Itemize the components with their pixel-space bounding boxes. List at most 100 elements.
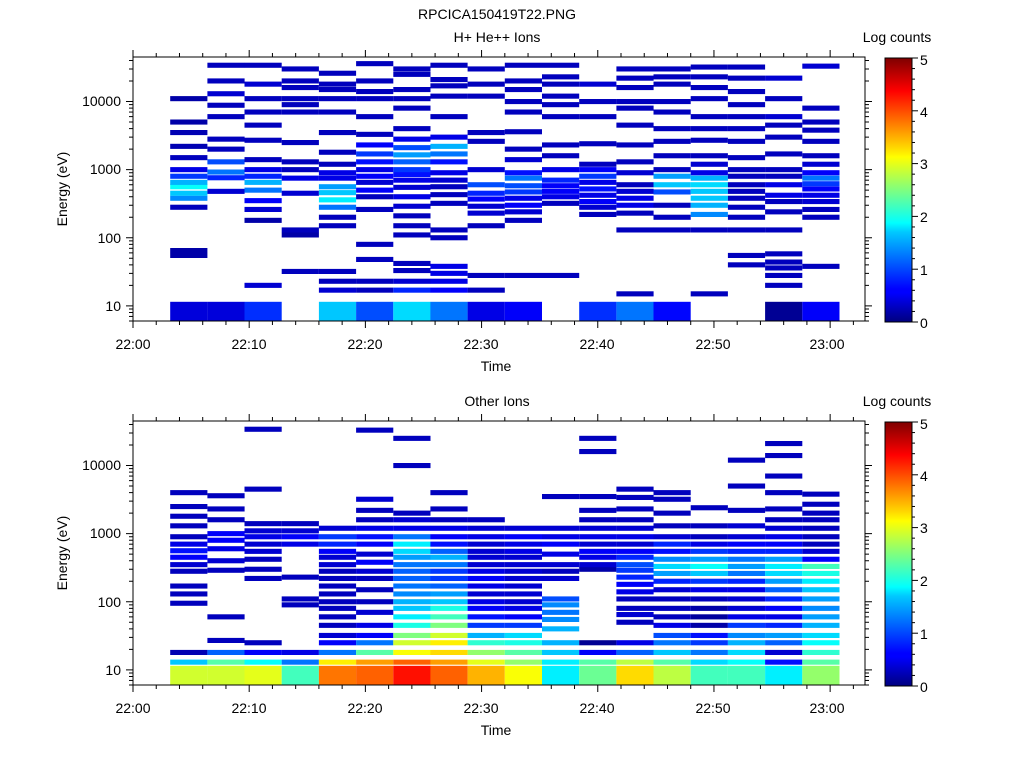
heatmap-cell — [765, 587, 803, 593]
heatmap-cell — [393, 665, 431, 685]
heatmap-cells — [170, 61, 840, 321]
heatmap-cell — [170, 541, 208, 547]
heatmap-cell — [802, 138, 840, 144]
heatmap-cell — [393, 268, 431, 274]
heatmap-cell — [430, 622, 468, 628]
heatmap-cell — [393, 517, 431, 523]
heatmap-cell — [467, 659, 505, 665]
heatmap-cell — [504, 109, 542, 115]
heatmap-cell — [170, 248, 208, 254]
heatmap-cell — [467, 568, 505, 574]
heatmap-cell — [653, 510, 691, 516]
heatmap-cell — [170, 252, 208, 258]
heatmap-cell — [542, 602, 580, 608]
colorbar-tick-label: 0 — [920, 679, 928, 695]
heatmap-cell — [430, 134, 468, 140]
heatmap-cell — [802, 649, 840, 655]
heatmap-cell — [244, 198, 282, 204]
heatmap-cell — [616, 605, 654, 611]
x-tick-label: 22:30 — [463, 700, 498, 716]
heatmap-cell — [356, 61, 394, 67]
heatmap-cell — [802, 181, 840, 187]
heatmap-cell — [467, 548, 505, 554]
y-tick-labels: 10 100 1000 10000 — [82, 457, 121, 678]
heatmap-cell — [393, 605, 431, 611]
heatmap-cell — [467, 591, 505, 597]
x-tick-label: 22:30 — [463, 336, 498, 352]
heatmap-cell — [207, 567, 245, 573]
heatmap-cell — [653, 66, 691, 72]
heatmap-cell — [579, 161, 617, 167]
heatmap-cell — [356, 173, 394, 179]
heatmap-cell — [318, 130, 357, 136]
heatmap-cell — [430, 287, 468, 293]
heatmap-cell — [430, 301, 468, 321]
heatmap-cell — [542, 575, 580, 581]
heatmap-cell — [690, 534, 728, 540]
heatmap-cell — [727, 195, 766, 201]
x-axis-label: Time — [481, 358, 512, 374]
heatmap-cell — [653, 301, 691, 321]
heatmap-cell — [616, 541, 654, 547]
y-tick-label: 100 — [98, 594, 122, 610]
heatmap-cell — [727, 649, 766, 655]
heatmap-cell — [504, 170, 542, 176]
heatmap-cell — [356, 649, 394, 655]
heatmap-cell — [430, 583, 468, 589]
heatmap-cell — [318, 640, 357, 646]
heatmap-cell — [467, 534, 505, 540]
colorbar-tick-label: 2 — [920, 573, 928, 589]
heatmap-cell — [467, 138, 505, 144]
heatmap-cell — [393, 126, 431, 132]
heatmap-cell — [579, 640, 617, 646]
heatmap-cell — [467, 554, 505, 560]
heatmap-cell — [244, 665, 282, 685]
heatmap-cell — [467, 575, 505, 581]
heatmap-cell — [393, 203, 431, 209]
heatmap-cell — [727, 262, 766, 268]
heatmap-cell — [207, 136, 245, 142]
heatmap-cell — [356, 632, 394, 638]
heatmap-cell — [579, 199, 617, 205]
heatmap-cell — [802, 587, 840, 593]
y-tick-label: 10 — [105, 298, 121, 314]
heatmap-cell — [318, 575, 357, 581]
heatmap-cell — [170, 204, 208, 210]
heatmap-cell — [653, 605, 691, 611]
heatmap-cell — [616, 188, 654, 194]
heatmap-cell — [802, 640, 840, 646]
heatmap-cell — [393, 87, 431, 93]
heatmap-cell — [318, 161, 357, 167]
heatmap-cell — [244, 167, 282, 173]
heatmap-cell — [207, 506, 245, 512]
heatmap-cell — [318, 109, 357, 115]
heatmap-cell — [504, 272, 542, 278]
heatmap-cell — [393, 591, 431, 597]
heatmap-cell — [616, 659, 654, 665]
colorbar-tick-label: 3 — [920, 156, 928, 172]
heatmap-cell — [318, 665, 357, 685]
heatmap-cell — [727, 534, 766, 540]
heatmap-cell — [579, 562, 617, 568]
heatmap-cell — [542, 114, 580, 120]
heatmap-cell — [765, 649, 803, 655]
heatmap-cell — [690, 126, 728, 132]
heatmap-cell — [430, 177, 468, 183]
heatmap-cell — [430, 525, 468, 531]
heatmap-cell — [765, 251, 803, 257]
heatmap-cell — [467, 223, 505, 229]
heatmap-cell — [318, 599, 357, 605]
heatmap-cell — [765, 75, 803, 81]
heatmap-cell — [244, 556, 282, 562]
heatmap-cell — [393, 568, 431, 574]
heatmap-cell — [467, 665, 505, 685]
heatmap-cell — [653, 99, 691, 105]
heatmap-cell — [690, 170, 728, 176]
heatmap-cell — [616, 195, 654, 201]
heatmap-cell — [727, 126, 766, 132]
panel-other-ions: Other Ions 22:00 22:10 22:20 22:30 22:40… — [54, 393, 931, 738]
heatmap-cell — [170, 143, 208, 149]
heatmap-cell — [467, 182, 505, 188]
heatmap-cell — [727, 587, 766, 593]
heatmap-cell — [318, 649, 357, 655]
